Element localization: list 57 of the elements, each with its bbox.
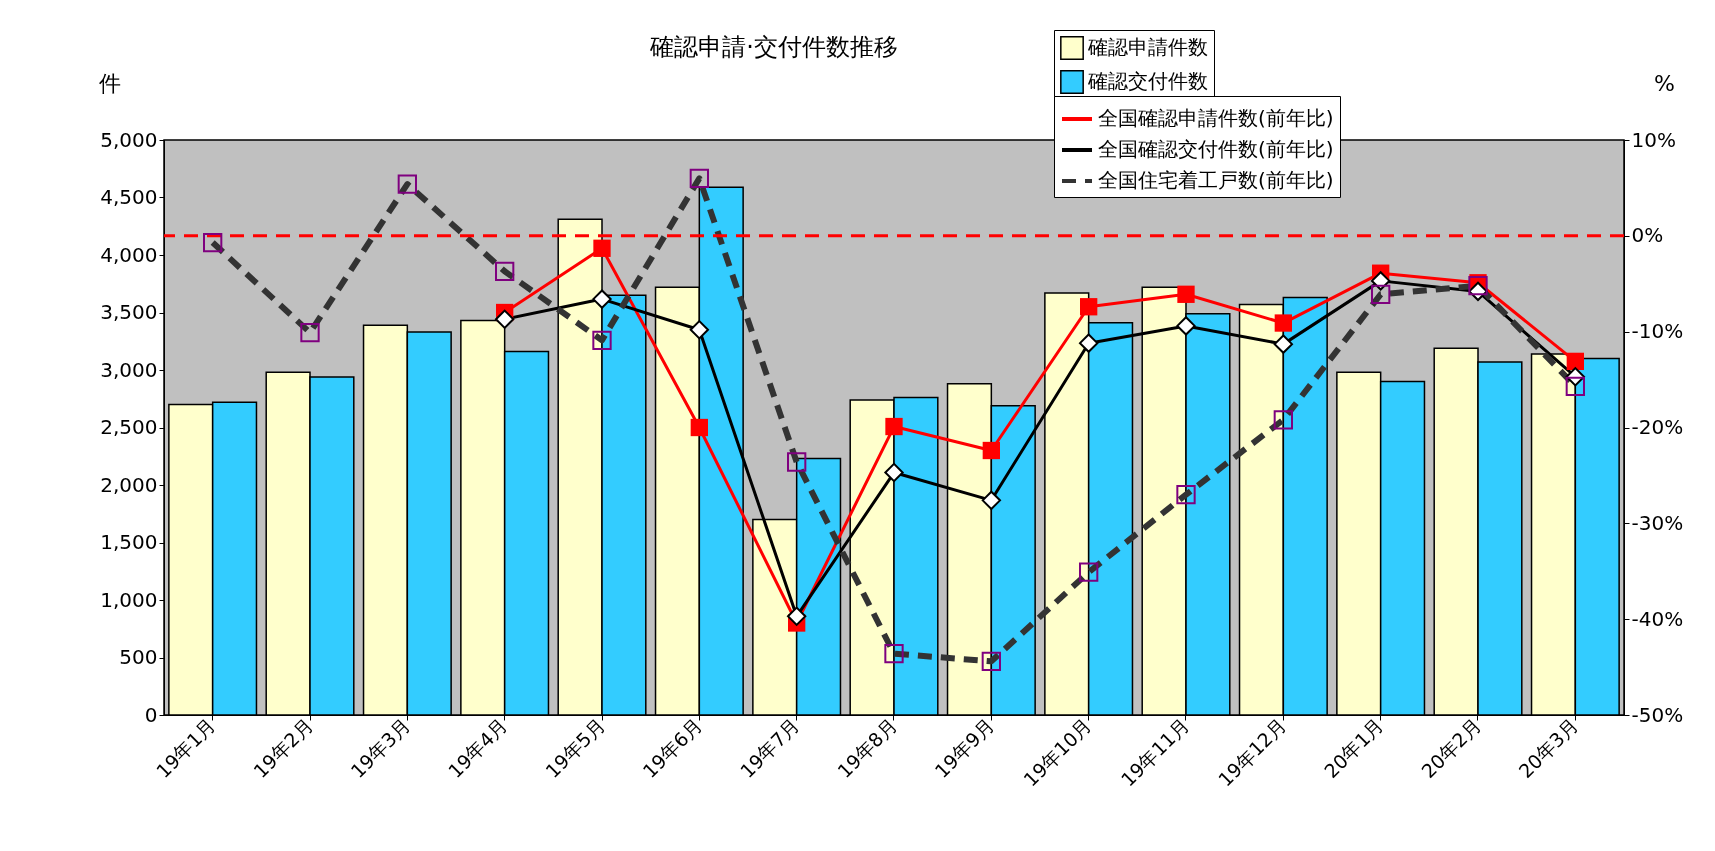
x-tick-label: 19年6月 xyxy=(638,714,707,783)
y2-tick-label: -10% xyxy=(1631,319,1684,344)
point xyxy=(1274,314,1292,332)
x-tick-label: 19年4月 xyxy=(443,714,512,783)
point xyxy=(1079,333,1099,353)
x-tick-label: 20年3月 xyxy=(1514,714,1583,783)
chart-title: 確認申請·交付件数推移 xyxy=(649,32,898,61)
point xyxy=(690,418,708,437)
y-tick-label: 2,500 xyxy=(100,415,158,439)
y-tick-label: 0 xyxy=(144,702,158,727)
point xyxy=(689,320,709,340)
y-tick-label: 4,500 xyxy=(100,185,158,209)
y2-tick-label: 0% xyxy=(1631,223,1664,248)
y-tick-label: 3,500 xyxy=(100,300,158,324)
point xyxy=(495,309,515,329)
y-axis-title: 件 xyxy=(98,70,121,96)
point xyxy=(1080,298,1098,316)
y-tick-label: 5,000 xyxy=(100,127,158,152)
point xyxy=(593,239,611,257)
point xyxy=(787,606,807,626)
point xyxy=(884,462,904,483)
x-tick-label: 19年7月 xyxy=(735,714,804,783)
y-tick-label: 3,000 xyxy=(100,357,158,382)
legend-label: 確認申請件数 xyxy=(1087,35,1208,59)
y-tick-label: 2,000 xyxy=(100,472,158,497)
x-tick-label: 19年9月 xyxy=(930,714,999,783)
point xyxy=(1177,285,1195,303)
x-tick-label: 19年12月 xyxy=(1213,714,1291,791)
legend-label: 確認交付件数 xyxy=(1087,69,1208,93)
point xyxy=(982,441,1000,460)
y-tick-label: 1,500 xyxy=(100,530,158,554)
point xyxy=(1176,316,1196,336)
y-tick-label: 1,000 xyxy=(100,587,158,612)
x-tick-label: 20年1月 xyxy=(1319,714,1388,783)
x-tick-label: 19年3月 xyxy=(346,714,415,783)
x-tick-label: 19年5月 xyxy=(541,714,610,783)
y2-tick-label: -40% xyxy=(1631,606,1684,631)
y2-tick-label: -50% xyxy=(1631,702,1684,727)
point xyxy=(1566,352,1584,371)
y2-tick-label: -30% xyxy=(1631,510,1684,535)
x-tick-label: 20年2月 xyxy=(1417,714,1486,783)
y-tick-label: 4,000 xyxy=(100,242,158,267)
y2-tick-label: 10% xyxy=(1631,127,1676,152)
y2-axis-title: % xyxy=(1654,70,1675,96)
point xyxy=(592,289,612,309)
x-tick-label: 19年11月 xyxy=(1116,714,1194,791)
point xyxy=(1273,334,1293,354)
legend-label: 全国確認申請件数(前年比) xyxy=(1098,106,1334,130)
x-tick-label: 19年10月 xyxy=(1019,714,1096,791)
y-tick-label: 500 xyxy=(119,645,158,669)
x-tick-label: 19年2月 xyxy=(249,714,318,783)
legend-label: 全国住宅着工戸数(前年比) xyxy=(1098,168,1334,192)
y2-tick-label: -20% xyxy=(1631,415,1684,439)
legend-label: 全国確認交付件数(前年比) xyxy=(1098,137,1334,161)
point xyxy=(981,490,1001,510)
point xyxy=(885,417,903,436)
x-tick-label: 19年8月 xyxy=(833,714,902,783)
